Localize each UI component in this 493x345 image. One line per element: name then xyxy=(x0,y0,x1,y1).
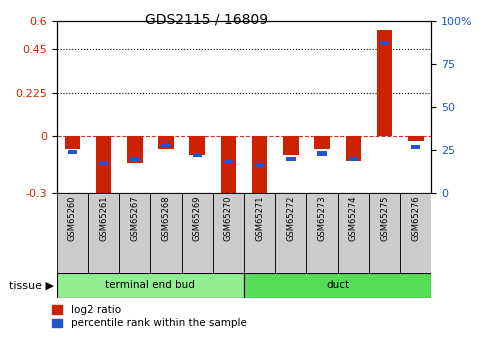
Bar xyxy=(119,193,150,273)
Text: GSM65260: GSM65260 xyxy=(68,196,77,241)
Bar xyxy=(192,153,202,157)
Bar xyxy=(158,136,174,149)
Bar xyxy=(65,136,80,149)
Bar xyxy=(244,193,275,273)
Text: duct: duct xyxy=(326,280,349,290)
Bar xyxy=(369,193,400,273)
Bar xyxy=(161,143,171,147)
Text: GSM65276: GSM65276 xyxy=(411,196,420,241)
Bar xyxy=(275,193,307,273)
Bar xyxy=(57,193,88,273)
Bar xyxy=(307,193,338,273)
Text: GSM65274: GSM65274 xyxy=(349,196,358,241)
Text: GSM65272: GSM65272 xyxy=(286,196,295,241)
Text: GSM65267: GSM65267 xyxy=(130,196,139,241)
Bar xyxy=(221,136,236,203)
Text: GSM65269: GSM65269 xyxy=(193,196,202,241)
Text: GDS2115 / 16809: GDS2115 / 16809 xyxy=(145,12,269,26)
Text: terminal end bud: terminal end bud xyxy=(106,280,195,290)
Bar xyxy=(127,136,142,162)
Bar xyxy=(99,162,108,166)
Bar xyxy=(189,136,205,155)
Bar xyxy=(150,193,181,273)
Text: GSM65271: GSM65271 xyxy=(255,196,264,241)
Bar xyxy=(286,157,296,161)
Bar xyxy=(380,41,389,45)
Bar xyxy=(244,273,431,298)
Bar xyxy=(181,193,213,273)
Bar xyxy=(224,160,233,164)
Text: GSM65268: GSM65268 xyxy=(162,196,171,241)
Bar xyxy=(349,157,358,161)
Bar xyxy=(57,273,244,298)
Text: tissue ▶: tissue ▶ xyxy=(9,280,54,290)
Bar xyxy=(68,150,77,154)
Text: GSM65261: GSM65261 xyxy=(99,196,108,241)
Text: GSM65275: GSM65275 xyxy=(380,196,389,241)
Bar xyxy=(315,136,330,149)
Text: GSM65270: GSM65270 xyxy=(224,196,233,241)
Bar xyxy=(317,151,327,156)
Bar xyxy=(338,193,369,273)
Bar xyxy=(252,136,267,201)
Bar xyxy=(400,193,431,273)
Legend: log2 ratio, percentile rank within the sample: log2 ratio, percentile rank within the s… xyxy=(52,305,246,328)
Bar xyxy=(255,164,264,168)
Bar xyxy=(283,136,299,155)
Bar xyxy=(346,136,361,161)
Bar xyxy=(96,136,111,197)
Text: GSM65273: GSM65273 xyxy=(317,196,326,241)
Bar xyxy=(130,157,140,161)
Bar xyxy=(411,145,421,149)
Bar xyxy=(377,30,392,136)
Bar xyxy=(408,136,423,141)
Bar xyxy=(213,193,244,273)
Bar xyxy=(88,193,119,273)
